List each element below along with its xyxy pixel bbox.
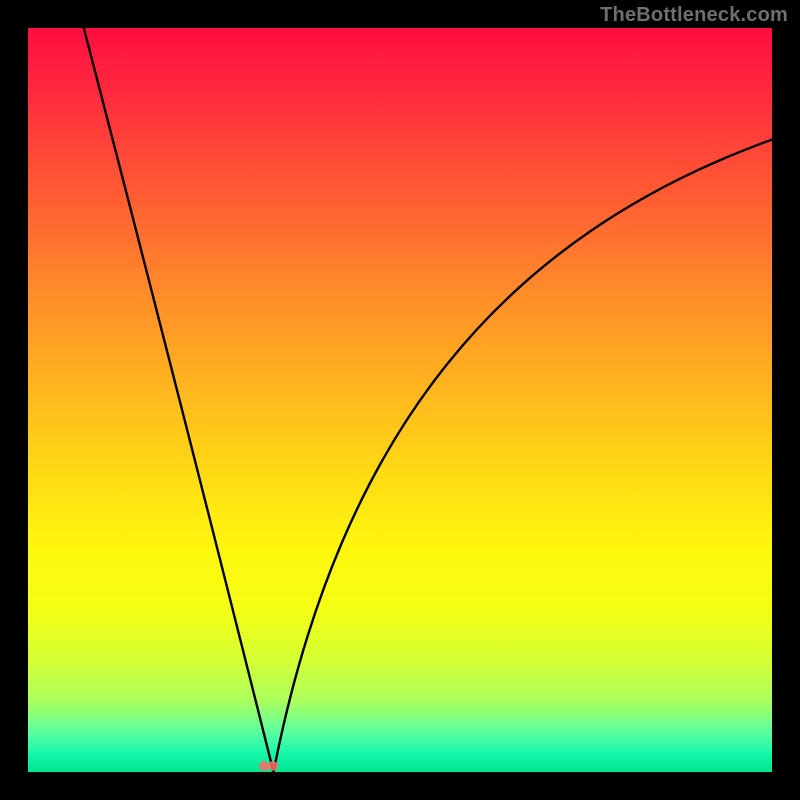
watermark-label: TheBottleneck.com [600, 4, 788, 27]
bottleneck-chart: TheBottleneck.com [0, 0, 800, 800]
min-point-marker [268, 761, 278, 771]
plot-area [28, 28, 772, 772]
